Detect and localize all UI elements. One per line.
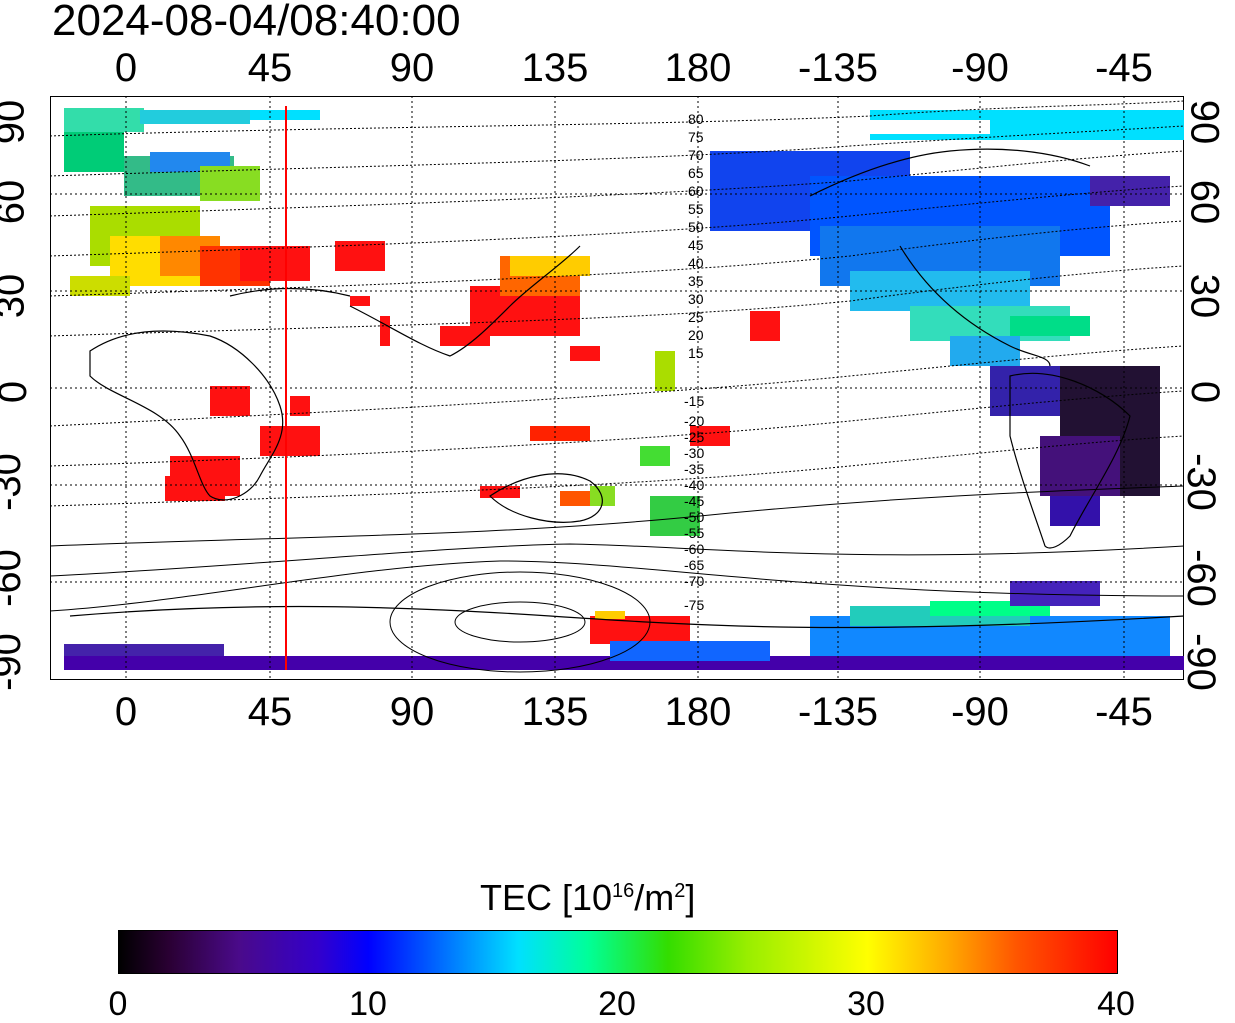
colorbar-tick: 10 xyxy=(349,985,387,1023)
x-bottom-tick: -45 xyxy=(1095,690,1153,734)
colorbar-tick: 20 xyxy=(598,985,636,1023)
data-region-north-america xyxy=(710,110,1184,366)
colorbar-title-suffix: ] xyxy=(685,877,696,918)
x-bottom-tick: 90 xyxy=(389,690,435,734)
x-bottom-tick: 0 xyxy=(114,690,138,734)
contour-label: 25 xyxy=(688,309,704,325)
contour-label: 70 xyxy=(688,147,704,163)
contour-label: -25 xyxy=(684,429,704,445)
contour-label: 75 xyxy=(688,129,704,145)
y-left-tick: 30 xyxy=(0,273,33,319)
y-right-tick: -30 xyxy=(1178,453,1223,511)
contour-label: -15 xyxy=(684,393,704,409)
coastlines xyxy=(69,148,1184,629)
contour-label: -70 xyxy=(684,573,704,589)
plot-title: 2024-08-04/08:40:00 xyxy=(52,0,461,45)
contour-label: 50 xyxy=(688,219,704,235)
contour-label: 55 xyxy=(688,201,704,217)
graticule xyxy=(50,96,1184,680)
colorbar-title: TEC [1016/m2] xyxy=(480,870,695,919)
contour-label: 30 xyxy=(688,291,704,307)
contour-label: -45 xyxy=(684,493,704,509)
x-bottom-tick: -135 xyxy=(797,690,879,734)
contour-label: 65 xyxy=(688,165,704,181)
colorbar-title-prefix: TEC [10 xyxy=(480,877,613,918)
y-right-tick: -60 xyxy=(1178,549,1223,607)
contour-label: -40 xyxy=(684,477,704,493)
contour-label: 40 xyxy=(688,255,704,271)
contour-label: -55 xyxy=(684,525,704,541)
y-right-tick: 30 xyxy=(1182,273,1227,319)
data-region-antarctica xyxy=(64,581,1184,670)
y-left-tick: 60 xyxy=(0,179,33,225)
contour-label: 80 xyxy=(688,111,704,127)
x-bottom-tick: 135 xyxy=(521,690,589,734)
x-top-tick: 45 xyxy=(247,46,293,90)
contour-label: 20 xyxy=(688,327,704,343)
y-right-tick: -90 xyxy=(1178,633,1223,691)
x-top-tick: 180 xyxy=(664,46,732,90)
contour-label: -20 xyxy=(684,413,704,429)
y-right-tick: 60 xyxy=(1182,179,1227,225)
y-right-tick: 90 xyxy=(1182,99,1227,145)
x-top-tick: 90 xyxy=(389,46,435,90)
contour-label: -35 xyxy=(684,461,704,477)
contour-label: -65 xyxy=(684,557,704,573)
data-region-australia xyxy=(480,311,780,536)
colorbar-title-exp1: 16 xyxy=(612,880,635,902)
x-top-tick: -45 xyxy=(1095,46,1153,90)
y-right-tick: 0 xyxy=(1183,380,1228,404)
x-bottom-tick: -90 xyxy=(951,690,1009,734)
x-top-tick: 0 xyxy=(114,46,138,90)
x-bottom-tick: 45 xyxy=(247,690,293,734)
colorbar xyxy=(118,930,1118,974)
contour-label: 35 xyxy=(688,273,704,289)
contour-label: -60 xyxy=(684,541,704,557)
data-region-europe xyxy=(64,108,320,296)
x-top-tick: -135 xyxy=(797,46,879,90)
y-left-tick: 0 xyxy=(0,381,35,403)
contour-label: -30 xyxy=(684,445,704,461)
contour-label: 45 xyxy=(688,237,704,253)
colorbar-tick: 30 xyxy=(847,985,885,1023)
x-bottom-tick: 180 xyxy=(664,690,732,734)
x-top-tick: -90 xyxy=(951,46,1009,90)
tec-map: 80 75 70 65 60 55 50 45 40 35 30 25 20 1… xyxy=(50,96,1184,680)
colorbar-title-exp2: 2 xyxy=(674,880,686,902)
colorbar-tick: 0 xyxy=(108,985,128,1023)
contour-label: -50 xyxy=(684,509,704,525)
y-left-tick: -60 xyxy=(0,549,29,607)
y-left-tick: 90 xyxy=(0,99,33,145)
colorbar-tick: 40 xyxy=(1097,985,1135,1023)
contour-label: -75 xyxy=(684,597,704,613)
contour-label: 60 xyxy=(688,183,704,199)
x-top-tick: 135 xyxy=(521,46,589,90)
contour-labels: 80 75 70 65 60 55 50 45 40 35 30 25 20 1… xyxy=(684,111,704,613)
colorbar-title-mid: /m xyxy=(634,877,675,918)
contour-label: 15 xyxy=(688,345,704,361)
y-left-tick: -90 xyxy=(0,633,29,691)
y-left-tick: -30 xyxy=(0,453,29,511)
